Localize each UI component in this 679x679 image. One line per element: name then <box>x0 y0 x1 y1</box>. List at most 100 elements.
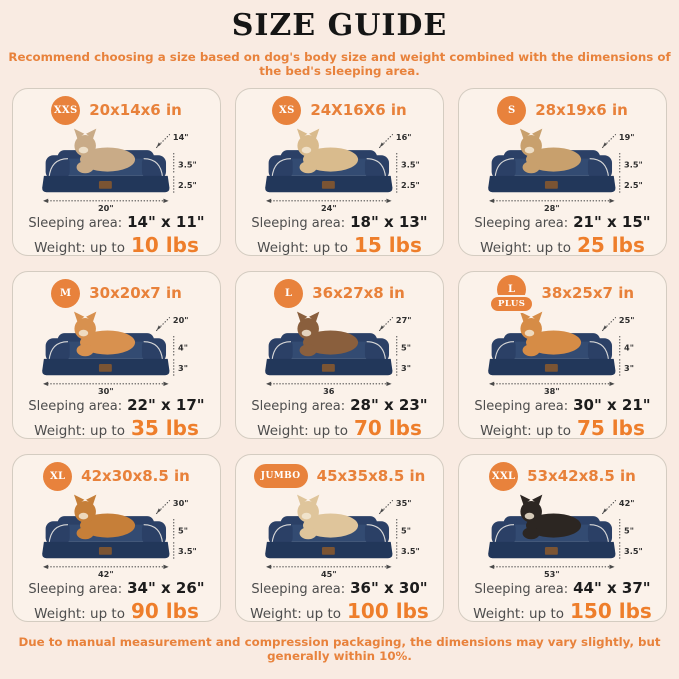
brand-tag <box>321 364 335 372</box>
card-header: XXL 53x42x8.5 in <box>459 460 666 492</box>
weight-label: Weight: up to <box>250 606 342 622</box>
weight-label: Weight: up to <box>257 423 348 439</box>
width-measurement: 30" <box>98 386 114 395</box>
sleeping-area-label: Sleeping area: <box>474 216 569 231</box>
width-arrowhead-right <box>162 381 169 386</box>
pet-figure <box>296 311 358 357</box>
base-height-measurement: 3.5" <box>401 546 420 556</box>
pet-ear-left <box>73 128 84 139</box>
pet-ear-right <box>308 128 319 139</box>
bed-right-arm <box>587 338 612 363</box>
size-badge: XXL <box>489 461 519 491</box>
sleeping-area-label: Sleeping area: <box>251 399 346 414</box>
bolster-height-measurement: 5" <box>624 525 634 535</box>
width-arrowhead-right <box>608 198 615 203</box>
brand-tag <box>321 547 335 555</box>
pet-figure <box>519 311 581 357</box>
sleeping-area-line: Sleeping area: 14" x 11" <box>13 213 220 233</box>
pet-body <box>79 513 135 538</box>
bed-left-arm <box>491 155 516 180</box>
size-badge: S <box>497 95 527 125</box>
width-arrowhead-left <box>42 198 48 203</box>
pet-chest <box>76 344 94 357</box>
pet-ear-right <box>531 494 542 505</box>
bolster-height-measurement: 3.5" <box>401 159 420 169</box>
width-measurement: 45" <box>321 569 337 578</box>
pet-muzzle <box>524 512 534 520</box>
width-arrowhead-left <box>42 381 48 386</box>
pet-body <box>302 330 358 355</box>
size-badge-label: XXS <box>51 95 81 125</box>
sleeping-area-line: Sleeping area: 22" x 17" <box>13 396 220 416</box>
weight-value: 10 lbs <box>130 233 199 257</box>
pet-chest <box>522 344 540 357</box>
bed-dimensions-text: 42x30x8.5 in <box>81 467 190 485</box>
width-arrowhead-right <box>162 198 169 203</box>
sleeping-area-label: Sleeping area: <box>474 399 569 414</box>
width-arrowhead-left <box>488 564 494 569</box>
width-arrowhead-right <box>385 198 392 203</box>
sleeping-area-value: 30" x 21" <box>573 396 651 414</box>
bed-illustration: 35" 5" 3.5" 45" <box>264 494 420 578</box>
bolster-height-measurement: 5" <box>401 342 411 352</box>
width-measurement: 20" <box>98 203 114 212</box>
bed-illustration: 30" 5" 3.5" 42" <box>41 494 196 578</box>
size-badge-label: M <box>51 278 81 308</box>
width-arrowhead-right <box>385 381 392 386</box>
brand-tag <box>544 547 558 555</box>
width-measurement: 28" <box>544 203 560 212</box>
bed-right-arm <box>141 155 166 180</box>
pet-chest <box>76 527 94 540</box>
pet-body <box>525 513 581 538</box>
bed-illustration: 19" 3.5" 2.5" 28" <box>487 128 643 212</box>
right-arm-piping <box>589 524 609 544</box>
sleeping-area-line: Sleeping area: 34" x 26" <box>13 579 220 599</box>
base-height-measurement: 2.5" <box>624 180 643 190</box>
weight-line: Weight: up to 90 lbs <box>13 599 220 623</box>
bed-left-arm <box>45 338 70 363</box>
size-badge-sublabel: PLUS <box>490 297 533 311</box>
pet-chest <box>76 161 94 174</box>
pet-body <box>302 147 358 172</box>
page-title: SIZE GUIDE <box>231 8 448 43</box>
bed-dimensions-text: 24X16X6 in <box>310 101 407 119</box>
left-arm-piping <box>494 158 514 178</box>
bed-illustration: 14" 3.5" 2.5" 20" <box>41 128 197 212</box>
depth-arrowhead <box>379 325 384 331</box>
pet-ear-left <box>296 311 307 322</box>
base-height-measurement: 3" <box>401 363 411 373</box>
size-badge-label: XL <box>43 461 73 491</box>
card-header: L PLUS 38x25x7 in <box>459 275 666 311</box>
bed-right-arm <box>364 338 389 363</box>
weight-label: Weight: up to <box>34 606 125 622</box>
bolster-height-measurement: 4" <box>178 342 188 352</box>
weight-value: 15 lbs <box>353 233 422 257</box>
pet-ear-left <box>519 311 530 322</box>
weight-line: Weight: up to 35 lbs <box>13 416 220 440</box>
base-height-measurement: 2.5" <box>178 180 197 190</box>
bed-left-arm <box>268 155 293 180</box>
bed-dimensions-text: 53x42x8.5 in <box>527 467 636 485</box>
pet-figure <box>519 494 581 540</box>
width-arrowhead-left <box>265 198 271 203</box>
base-height-measurement: 3" <box>178 363 188 373</box>
weight-label: Weight: up to <box>34 423 125 439</box>
sleeping-area-value: 22" x 17" <box>127 396 205 414</box>
pet-chest <box>522 527 540 540</box>
sleeping-area-label: Sleeping area: <box>28 216 123 231</box>
weight-value: 75 lbs <box>576 416 645 440</box>
width-measurement: 38" <box>544 386 560 395</box>
sleeping-area-line: Sleeping area: 28" x 23" <box>236 396 443 416</box>
bed-illustration: 25" 4" 3" 38" <box>487 311 634 395</box>
bolster-height-measurement: 5" <box>401 525 411 535</box>
width-arrowhead-left <box>265 381 271 386</box>
size-badge: M <box>51 278 81 308</box>
base-height-measurement: 2.5" <box>401 180 420 190</box>
bed-dimensions-text: 36x27x8 in <box>312 284 405 302</box>
pet-body <box>525 330 581 355</box>
size-card: S 28x19x6 in <box>458 88 667 257</box>
sleeping-area-value: 14" x 11" <box>127 213 205 231</box>
pet-muzzle <box>524 146 534 154</box>
sleeping-area-label: Sleeping area: <box>28 582 123 597</box>
size-card: XS 24X16X6 in <box>235 88 444 257</box>
